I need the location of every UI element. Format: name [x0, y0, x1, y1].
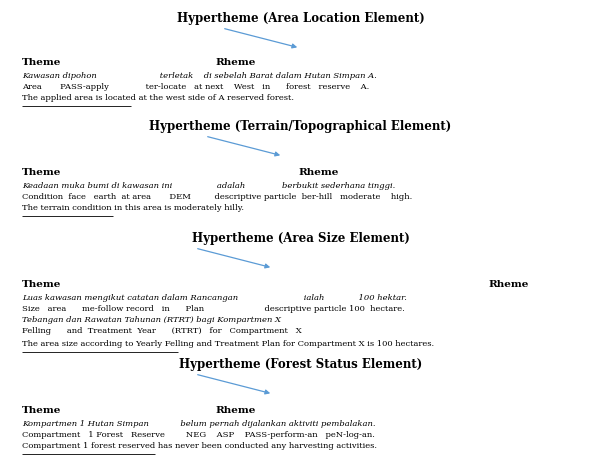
Text: Hypertheme (Area Size Element): Hypertheme (Area Size Element)	[192, 232, 409, 245]
Text: Size   area      me-follow record   in      Plan                       descripti: Size area me-follow record in Plan descr…	[22, 305, 404, 313]
Text: Hypertheme (Area Location Element): Hypertheme (Area Location Element)	[177, 12, 424, 25]
Text: The applied area is located at the west side of A reserved forest.: The applied area is located at the west …	[22, 94, 294, 102]
Text: Compartment 1 forest reserved has never been conducted any harvesting activities: Compartment 1 forest reserved has never …	[22, 442, 377, 450]
Text: Kawasan dipohon                        terletak    di sebelah Barat dalam Hutan : Kawasan dipohon terletak di sebelah Bara…	[22, 72, 377, 80]
Text: Theme: Theme	[22, 168, 61, 177]
Text: Theme: Theme	[22, 58, 61, 67]
Text: Kompartmen 1 Hutan Simpan            belum pernah dijalankan aktiviti pembalakan: Kompartmen 1 Hutan Simpan belum pernah d…	[22, 420, 376, 428]
Text: Compartment   1 Forest   Reserve        NEG    ASP    PASS-perform-an   peN-log-: Compartment 1 Forest Reserve NEG ASP PAS…	[22, 431, 375, 439]
Text: Rheme: Rheme	[215, 58, 255, 67]
Text: Theme: Theme	[22, 280, 61, 289]
Text: Tebangan dan Rawatan Tahunan (RTRT) bagi Kompartmen X: Tebangan dan Rawatan Tahunan (RTRT) bagi…	[22, 316, 281, 324]
Text: Theme: Theme	[22, 406, 61, 415]
Text: Hypertheme (Forest Status Element): Hypertheme (Forest Status Element)	[179, 358, 422, 371]
Text: Rheme: Rheme	[488, 280, 528, 289]
Text: The area size according to Yearly Felling and Treatment Plan for Compartment X i: The area size according to Yearly Fellin…	[22, 340, 434, 348]
Text: Condition  face   earth  at area       DEM         descriptive particle  ber-hil: Condition face earth at area DEM descrip…	[22, 193, 412, 201]
Text: Area       PASS-apply              ter-locate   at next    West   in      forest: Area PASS-apply ter-locate at next West …	[22, 83, 369, 91]
Text: Felling      and  Treatment  Year      (RTRT)   for   Compartment   X: Felling and Treatment Year (RTRT) for Co…	[22, 327, 302, 335]
Text: Hypertheme (Terrain/Topographical Element): Hypertheme (Terrain/Topographical Elemen…	[150, 120, 451, 133]
Text: Keadaan muka bumi di kawasan ini                 adalah              berbukit se: Keadaan muka bumi di kawasan ini adalah …	[22, 182, 395, 190]
Text: Rheme: Rheme	[215, 406, 255, 415]
Text: Rheme: Rheme	[298, 168, 338, 177]
Text: Luas kawasan mengikut catatan dalam Rancangan                         ialah     : Luas kawasan mengikut catatan dalam Ranc…	[22, 294, 407, 302]
Text: The terrain condition in this area is moderately hilly.: The terrain condition in this area is mo…	[22, 204, 244, 212]
